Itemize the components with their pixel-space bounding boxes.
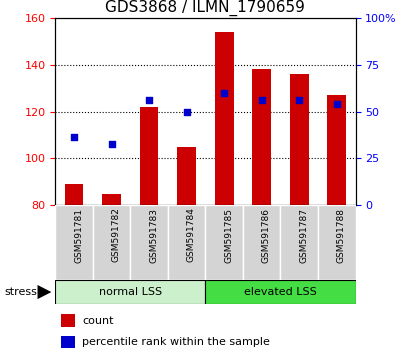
Bar bbox=[280, 205, 318, 280]
Text: GSM591785: GSM591785 bbox=[224, 207, 233, 263]
Bar bbox=[140, 107, 158, 205]
Bar bbox=[168, 205, 205, 280]
Text: GSM591788: GSM591788 bbox=[337, 207, 346, 263]
Bar bbox=[61, 314, 75, 327]
Bar bbox=[102, 194, 121, 205]
Text: count: count bbox=[82, 316, 114, 326]
Point bbox=[183, 109, 190, 114]
Bar bbox=[130, 205, 168, 280]
Bar bbox=[61, 336, 75, 348]
Bar bbox=[327, 95, 346, 205]
Text: GSM591783: GSM591783 bbox=[149, 207, 158, 263]
Bar bbox=[93, 205, 130, 280]
Text: GSM591781: GSM591781 bbox=[74, 207, 83, 263]
Text: stress: stress bbox=[4, 287, 37, 297]
Point bbox=[108, 142, 115, 147]
Point bbox=[71, 135, 77, 140]
Bar bbox=[55, 280, 205, 304]
Bar bbox=[243, 205, 280, 280]
Point bbox=[221, 90, 228, 96]
Bar bbox=[65, 184, 83, 205]
Text: GSM591782: GSM591782 bbox=[112, 207, 120, 262]
Point bbox=[258, 97, 265, 103]
Bar bbox=[55, 205, 93, 280]
Bar bbox=[318, 205, 356, 280]
Text: GSM591786: GSM591786 bbox=[261, 207, 271, 263]
Point bbox=[296, 97, 303, 103]
Bar bbox=[252, 69, 271, 205]
Title: GDS3868 / ILMN_1790659: GDS3868 / ILMN_1790659 bbox=[105, 0, 305, 16]
Bar bbox=[290, 74, 308, 205]
Bar bbox=[205, 280, 356, 304]
Bar bbox=[215, 32, 233, 205]
Point bbox=[146, 97, 152, 103]
Text: percentile rank within the sample: percentile rank within the sample bbox=[82, 337, 270, 347]
Bar bbox=[177, 147, 196, 205]
Text: elevated LSS: elevated LSS bbox=[244, 287, 317, 297]
Text: GSM591787: GSM591787 bbox=[299, 207, 308, 263]
Point bbox=[333, 102, 340, 107]
Text: normal LSS: normal LSS bbox=[99, 287, 162, 297]
Bar bbox=[205, 205, 243, 280]
Text: GSM591784: GSM591784 bbox=[186, 207, 196, 262]
